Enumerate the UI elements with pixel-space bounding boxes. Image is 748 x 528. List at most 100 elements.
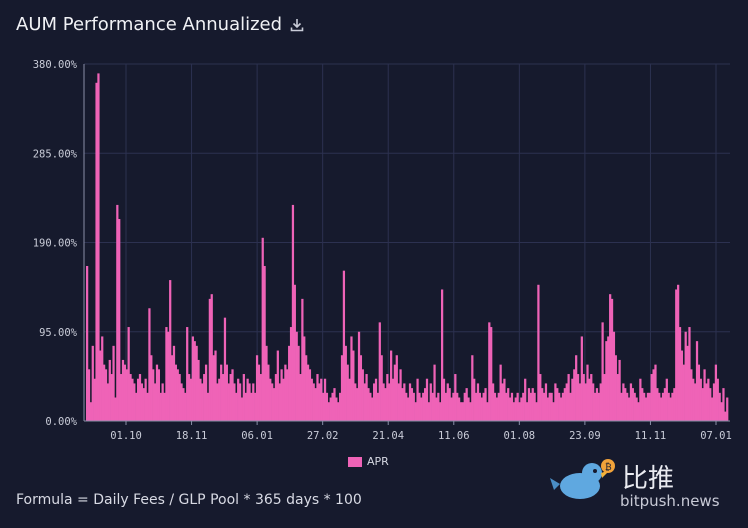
apr-bar [318,383,321,421]
apr-bar [726,397,729,421]
apr-bar [686,345,689,421]
apr-bar [395,355,398,421]
apr-bar [87,369,91,421]
apr-bar [593,392,597,421]
apr-bar [146,392,149,421]
apr-bar [210,294,213,421]
apr-bar [537,284,540,421]
apr-bar [641,388,644,421]
apr-bar [369,392,372,421]
apr-bar [569,392,572,421]
apr-bar [605,341,608,421]
apr-bar [601,322,604,421]
x-tick-label: 01.08 [504,430,536,442]
apr-bar [720,402,723,421]
apr-bar [616,374,619,421]
apr-bar [663,388,667,421]
apr-bar [525,402,529,421]
apr-bar [193,341,196,421]
apr-bar [378,322,381,421]
apr-bar [187,374,191,421]
apr-bar [677,284,680,421]
apr-bar [322,392,325,421]
apr-bar [178,374,181,421]
apr-bar [711,397,714,421]
apr-bar [272,388,276,421]
apr-bar [629,383,633,421]
chart-legend[interactable]: APR [348,455,389,468]
apr-bar [269,378,272,421]
apr-bar [112,345,115,421]
apr-bar [488,322,491,421]
apr-bar [524,378,527,421]
apr-bar [99,350,102,421]
watermark-chinese: 比推 [622,464,675,494]
apr-bar [712,383,716,421]
apr-bar [673,388,676,421]
apr-bar [376,392,380,421]
apr-bar [278,383,281,421]
apr-bar [399,369,402,421]
apr-bar [709,388,712,421]
apr-bar [276,350,279,421]
apr-bar [246,378,249,421]
download-icon[interactable] [290,18,304,32]
apr-bar [288,345,291,421]
apr-bar [242,374,245,421]
apr-bar [412,392,415,421]
apr-bar [431,392,434,421]
apr-bar [493,392,497,421]
apr-bar [123,364,126,421]
chart-title: AUM Performance Annualized [16,14,283,35]
formula-note: Formula = Daily Fees / GLP Pool * 365 da… [16,492,362,508]
apr-bar [261,237,264,421]
apr-bar [357,331,361,421]
apr-bar [671,392,674,421]
y-tick-label: 95.00% [39,327,78,339]
apr-bar [325,392,329,421]
apr-bar [97,73,100,421]
apr-bar [637,402,640,421]
apr-bar [248,383,251,421]
apr-bar [393,364,397,421]
apr-bar [701,388,704,421]
apr-bar [407,397,410,421]
apr-bar [301,298,304,421]
x-tick-label: 06.01 [241,430,273,442]
apr-bar [233,383,236,421]
apr-bar [423,388,427,421]
apr-bar [480,397,483,421]
apr-bar [218,378,221,421]
apr-bar [444,392,447,421]
apr-bar [716,378,719,421]
apr-bar [212,355,215,421]
apr-bar [335,397,338,421]
apr-bar [597,392,600,421]
apr-bar [155,364,159,421]
apr-bar [135,392,138,421]
apr-bar [373,383,376,421]
apr-bar [350,336,353,421]
apr-bar [297,345,300,421]
x-tick-label: 01.10 [110,430,142,442]
apr-bar [684,331,687,421]
apr-bar [490,327,493,421]
apr-bar [197,359,200,421]
apr-bar [380,355,383,421]
apr-bar [624,388,627,421]
apr-bar [305,355,308,421]
apr-bar [295,331,298,421]
apr-bar [225,364,228,421]
apr-bar [584,383,587,421]
apr-bar [148,308,151,421]
apr-bar [552,402,555,421]
apr-bar [142,388,145,421]
apr-bar [274,374,278,421]
apr-bar [356,388,359,421]
apr-bar [346,364,349,421]
apr-bar [184,392,187,421]
apr-bar [565,383,568,421]
apr-bar [420,397,423,421]
x-tick-label: 11.06 [438,430,470,442]
